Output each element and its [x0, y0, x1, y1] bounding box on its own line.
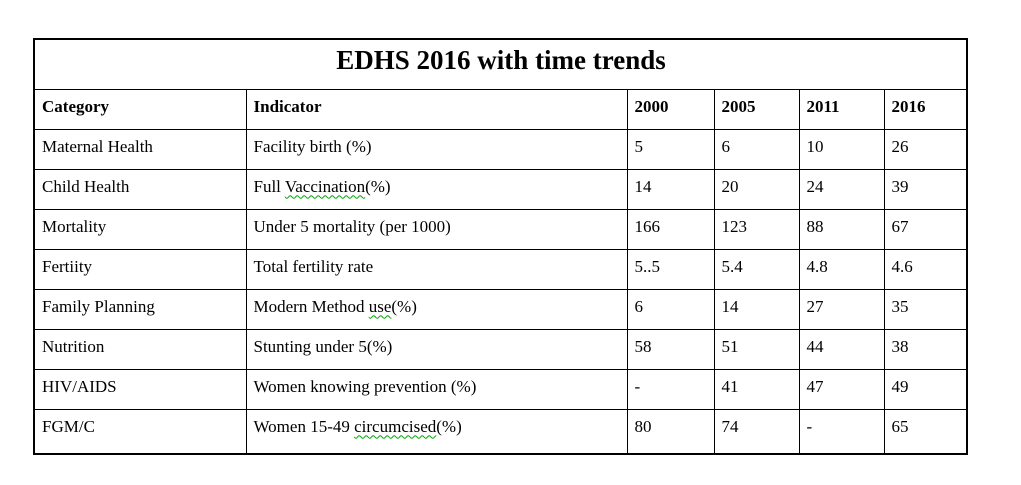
indicator-text: Modern Method — [253, 296, 369, 316]
value-cell-2005: 5.4 — [713, 248, 800, 290]
value-cell-2016: 38 — [883, 328, 968, 370]
table-row: FGM/C Women 15-49 circumcised(%) 80 74 -… — [33, 408, 968, 455]
value-cell-2000: 166 — [626, 208, 715, 250]
indicator-text-misspelled: Vaccination — [284, 176, 366, 196]
table-row: Maternal Health Facility birth (%) 5 6 1… — [33, 128, 968, 170]
indicator-cell: Total fertility rate — [245, 248, 628, 290]
value-cell-2011: 88 — [798, 208, 885, 250]
value-cell-2011: 27 — [798, 288, 885, 330]
indicator-text-misspelled: circumcised — [354, 416, 437, 436]
value-cell-2000: 14 — [626, 168, 715, 210]
indicator-text: Full — [253, 176, 285, 196]
table-title: EDHS 2016 with time trends — [33, 38, 968, 90]
column-header-2005: 2005 — [713, 88, 800, 130]
category-cell: Nutrition — [33, 328, 247, 370]
edhs-table-container: EDHS 2016 with time trends Category Indi… — [33, 38, 969, 455]
indicator-cell: Under 5 mortality (per 1000) — [245, 208, 628, 250]
value-cell-2005: 74 — [713, 408, 800, 455]
indicator-text: Total fertility rate — [253, 256, 374, 276]
value-cell-2011: 47 — [798, 368, 885, 410]
category-cell: Mortality — [33, 208, 247, 250]
indicator-cell: Women 15-49 circumcised(%) — [245, 408, 628, 455]
column-header-indicator: Indicator — [245, 88, 628, 130]
indicator-cell: Women knowing prevention (%) — [245, 368, 628, 410]
table-header-row: Category Indicator 2000 2005 2011 2016 — [33, 88, 968, 130]
category-cell: Family Planning — [33, 288, 247, 330]
indicator-text: Women 15-49 — [253, 416, 355, 436]
indicator-text: Facility birth (%) — [253, 136, 372, 156]
table-row: Mortality Under 5 mortality (per 1000) 1… — [33, 208, 968, 250]
value-cell-2016: 26 — [883, 128, 968, 170]
value-cell-2005: 51 — [713, 328, 800, 370]
category-cell: Maternal Health — [33, 128, 247, 170]
column-header-2011: 2011 — [798, 88, 885, 130]
indicator-text: Stunting under 5(%) — [253, 336, 393, 356]
table-row: Family Planning Modern Method use(%) 6 1… — [33, 288, 968, 330]
value-cell-2016: 65 — [883, 408, 968, 455]
value-cell-2005: 20 — [713, 168, 800, 210]
table-title-row: EDHS 2016 with time trends — [33, 38, 968, 90]
category-cell: FGM/C — [33, 408, 247, 455]
value-cell-2016: 35 — [883, 288, 968, 330]
value-cell-2016: 39 — [883, 168, 968, 210]
indicator-cell: Facility birth (%) — [245, 128, 628, 170]
indicator-cell: Full Vaccination(%) — [245, 168, 628, 210]
value-cell-2011: - — [798, 408, 885, 455]
value-cell-2000: - — [626, 368, 715, 410]
column-header-category: Category — [33, 88, 247, 130]
value-cell-2016: 67 — [883, 208, 968, 250]
category-cell: HIV/AIDS — [33, 368, 247, 410]
table-row: Child Health Full Vaccination(%) 14 20 2… — [33, 168, 968, 210]
value-cell-2000: 58 — [626, 328, 715, 370]
indicator-text-misspelled: use — [368, 296, 392, 316]
indicator-cell: Modern Method use(%) — [245, 288, 628, 330]
value-cell-2011: 10 — [798, 128, 885, 170]
category-cell: Fertiity — [33, 248, 247, 290]
value-cell-2000: 5 — [626, 128, 715, 170]
column-header-2000: 2000 — [626, 88, 715, 130]
indicator-text-post: (%) — [436, 416, 462, 436]
indicator-text-post: (%) — [365, 176, 391, 196]
table-row: HIV/AIDS Women knowing prevention (%) - … — [33, 368, 968, 410]
value-cell-2005: 14 — [713, 288, 800, 330]
value-cell-2000: 6 — [626, 288, 715, 330]
edhs-table: EDHS 2016 with time trends Category Indi… — [33, 38, 969, 455]
value-cell-2000: 80 — [626, 408, 715, 455]
value-cell-2016: 49 — [883, 368, 968, 410]
value-cell-2011: 24 — [798, 168, 885, 210]
value-cell-2005: 41 — [713, 368, 800, 410]
table-row: Nutrition Stunting under 5(%) 58 51 44 3… — [33, 328, 968, 370]
column-header-2016: 2016 — [883, 88, 968, 130]
category-cell: Child Health — [33, 168, 247, 210]
value-cell-2000: 5..5 — [626, 248, 715, 290]
value-cell-2011: 44 — [798, 328, 885, 370]
value-cell-2005: 6 — [713, 128, 800, 170]
table-row: Fertiity Total fertility rate 5..5 5.4 4… — [33, 248, 968, 290]
value-cell-2005: 123 — [713, 208, 800, 250]
indicator-text: Women knowing prevention (%) — [253, 376, 477, 396]
value-cell-2016: 4.6 — [883, 248, 968, 290]
indicator-text: Under 5 mortality (per 1000) — [253, 216, 451, 236]
indicator-cell: Stunting under 5(%) — [245, 328, 628, 370]
indicator-text-post: (%) — [391, 296, 417, 316]
value-cell-2011: 4.8 — [798, 248, 885, 290]
